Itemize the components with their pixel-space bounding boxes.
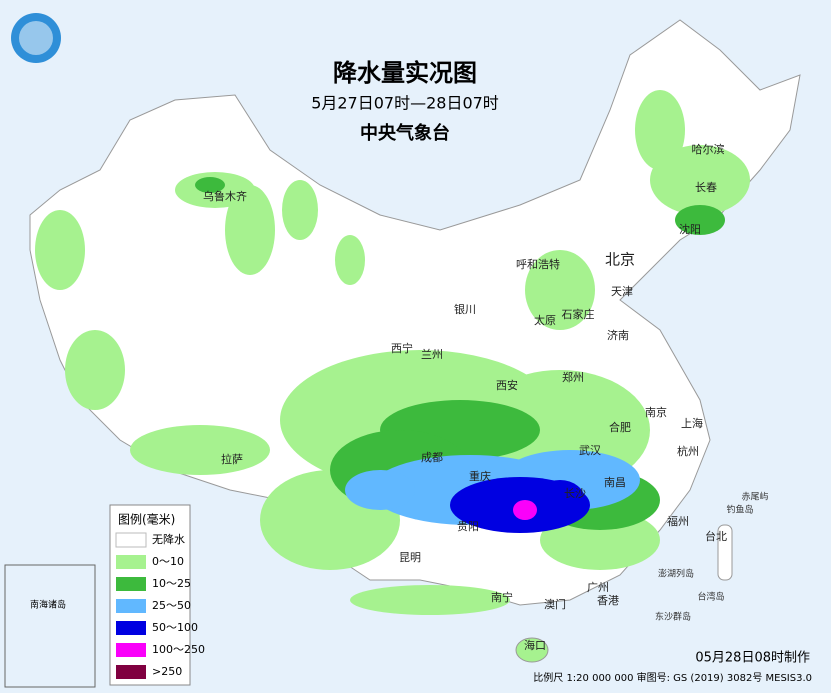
city-label: 成都 [421,451,443,464]
island-label: 澎湖列岛 [658,568,694,580]
legend-swatch [115,532,147,548]
legend-label: 无降水 [152,532,185,546]
city-label: 合肥 [609,420,631,434]
made-time: 05月28日08时制作 [695,651,810,666]
legend-box [109,504,191,686]
legend-swatch [116,621,146,635]
rain-area [335,235,365,285]
legend-label: 100～250 [152,643,205,656]
agency: 中央气象台 [360,122,450,144]
legend-label: 10～25 [152,577,191,590]
city-label: 重庆 [469,469,491,483]
period: 5月27日07时—28日07时 [311,94,499,113]
legend-swatch [116,599,146,613]
rain-area [350,585,510,615]
city-label: 郑州 [562,370,584,384]
city-label: 西安 [496,378,518,392]
city-label: 长春 [695,181,717,194]
rain-area [35,210,85,290]
city-label: 兰州 [421,348,443,361]
logo-inner [19,21,53,55]
rain-area [282,180,318,240]
rain-area [513,500,537,520]
rain-area [675,205,725,235]
city-label: 上海 [681,416,703,430]
inset-label: 南海诸岛 [30,599,66,611]
island-label: 台湾岛 [697,591,724,603]
rain-areas [35,90,750,615]
legend-label: >250 [152,665,182,678]
city-label: 南宁 [491,590,513,604]
legend-swatch [116,665,146,679]
rain-area [225,185,275,275]
city-label: 北京 [605,251,635,269]
city-label: 呼和浩特 [516,257,560,271]
city-label: 银川 [454,302,476,316]
scale-note: 比例尺 1:20 000 000 审图号: GS (2019) 3082号 ME… [533,671,812,684]
city-label: 武汉 [579,444,601,457]
legend-label: 0～10 [152,555,184,568]
city-label: 长沙 [564,487,586,500]
inset [4,564,96,688]
city-label: 济南 [607,328,629,342]
taiwan [717,524,733,581]
city-label: 海口 [524,638,546,652]
city-label: 南京 [645,405,667,419]
city-label: 昆明 [399,551,421,564]
city-label: 福州 [667,514,689,528]
city-label: 哈尔滨 [692,142,725,156]
hainan [515,637,549,663]
rain-area [650,145,750,215]
city-label: 贵阳 [457,520,479,533]
city-label: 沈阳 [679,222,701,236]
rain-area [525,250,595,330]
rain-area [345,470,415,510]
city-label: 西宁 [391,341,413,355]
island-label: 赤尾屿 [741,492,768,503]
legend-label: 25～50 [152,599,191,612]
rain-area [130,425,270,475]
city-label: 杭州 [677,444,699,458]
rain-area [195,177,225,193]
legend-label: 50～100 [152,621,198,634]
legend-items: 无降水 0～10 10～25 25～50 50～100 100～250 >250 [115,532,205,679]
island-label: 钓鱼岛 [726,504,753,516]
rain-area [65,330,125,410]
legend-swatch [116,555,146,569]
rain-area [535,480,585,520]
rain-area [635,90,685,170]
city-label: 拉萨 [221,452,243,466]
island-label: 东沙群岛 [655,611,691,623]
legend-swatch [116,643,146,657]
city-label: 南昌 [604,476,626,489]
city-label: 天津 [611,285,633,298]
city-label: 太原 [534,314,556,327]
legend-title: 图例(毫米) [118,512,175,527]
city-label: 石家庄 [562,307,595,321]
legend-swatch [116,577,146,591]
city-label: 乌鲁木齐 [203,189,247,203]
city-label: 广州 [587,581,609,594]
city-label: 台北 [705,529,727,543]
city-label: 香港 [597,594,619,607]
city-label: 澳门 [544,597,566,611]
title: 降水量实况图 [333,59,477,87]
